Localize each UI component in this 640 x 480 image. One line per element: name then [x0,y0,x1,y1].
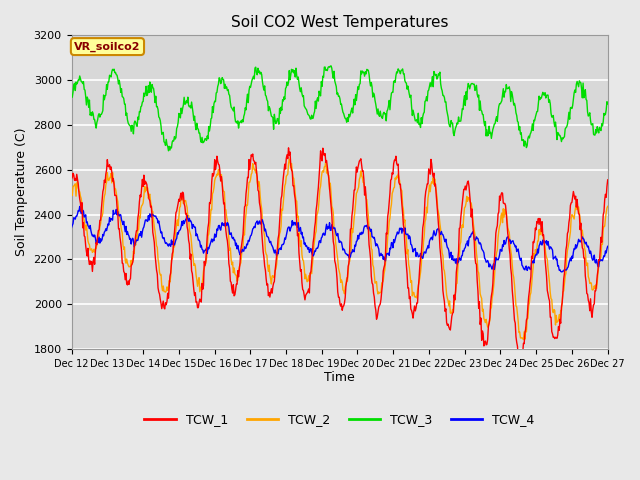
Legend: TCW_1, TCW_2, TCW_3, TCW_4: TCW_1, TCW_2, TCW_3, TCW_4 [140,408,540,432]
Y-axis label: Soil Temperature (C): Soil Temperature (C) [15,128,28,256]
X-axis label: Time: Time [324,372,355,384]
Title: Soil CO2 West Temperatures: Soil CO2 West Temperatures [231,15,449,30]
Text: VR_soilco2: VR_soilco2 [74,41,141,52]
